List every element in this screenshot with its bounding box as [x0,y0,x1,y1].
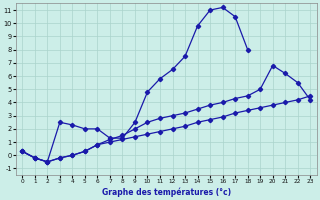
X-axis label: Graphe des températures (°c): Graphe des températures (°c) [102,187,231,197]
